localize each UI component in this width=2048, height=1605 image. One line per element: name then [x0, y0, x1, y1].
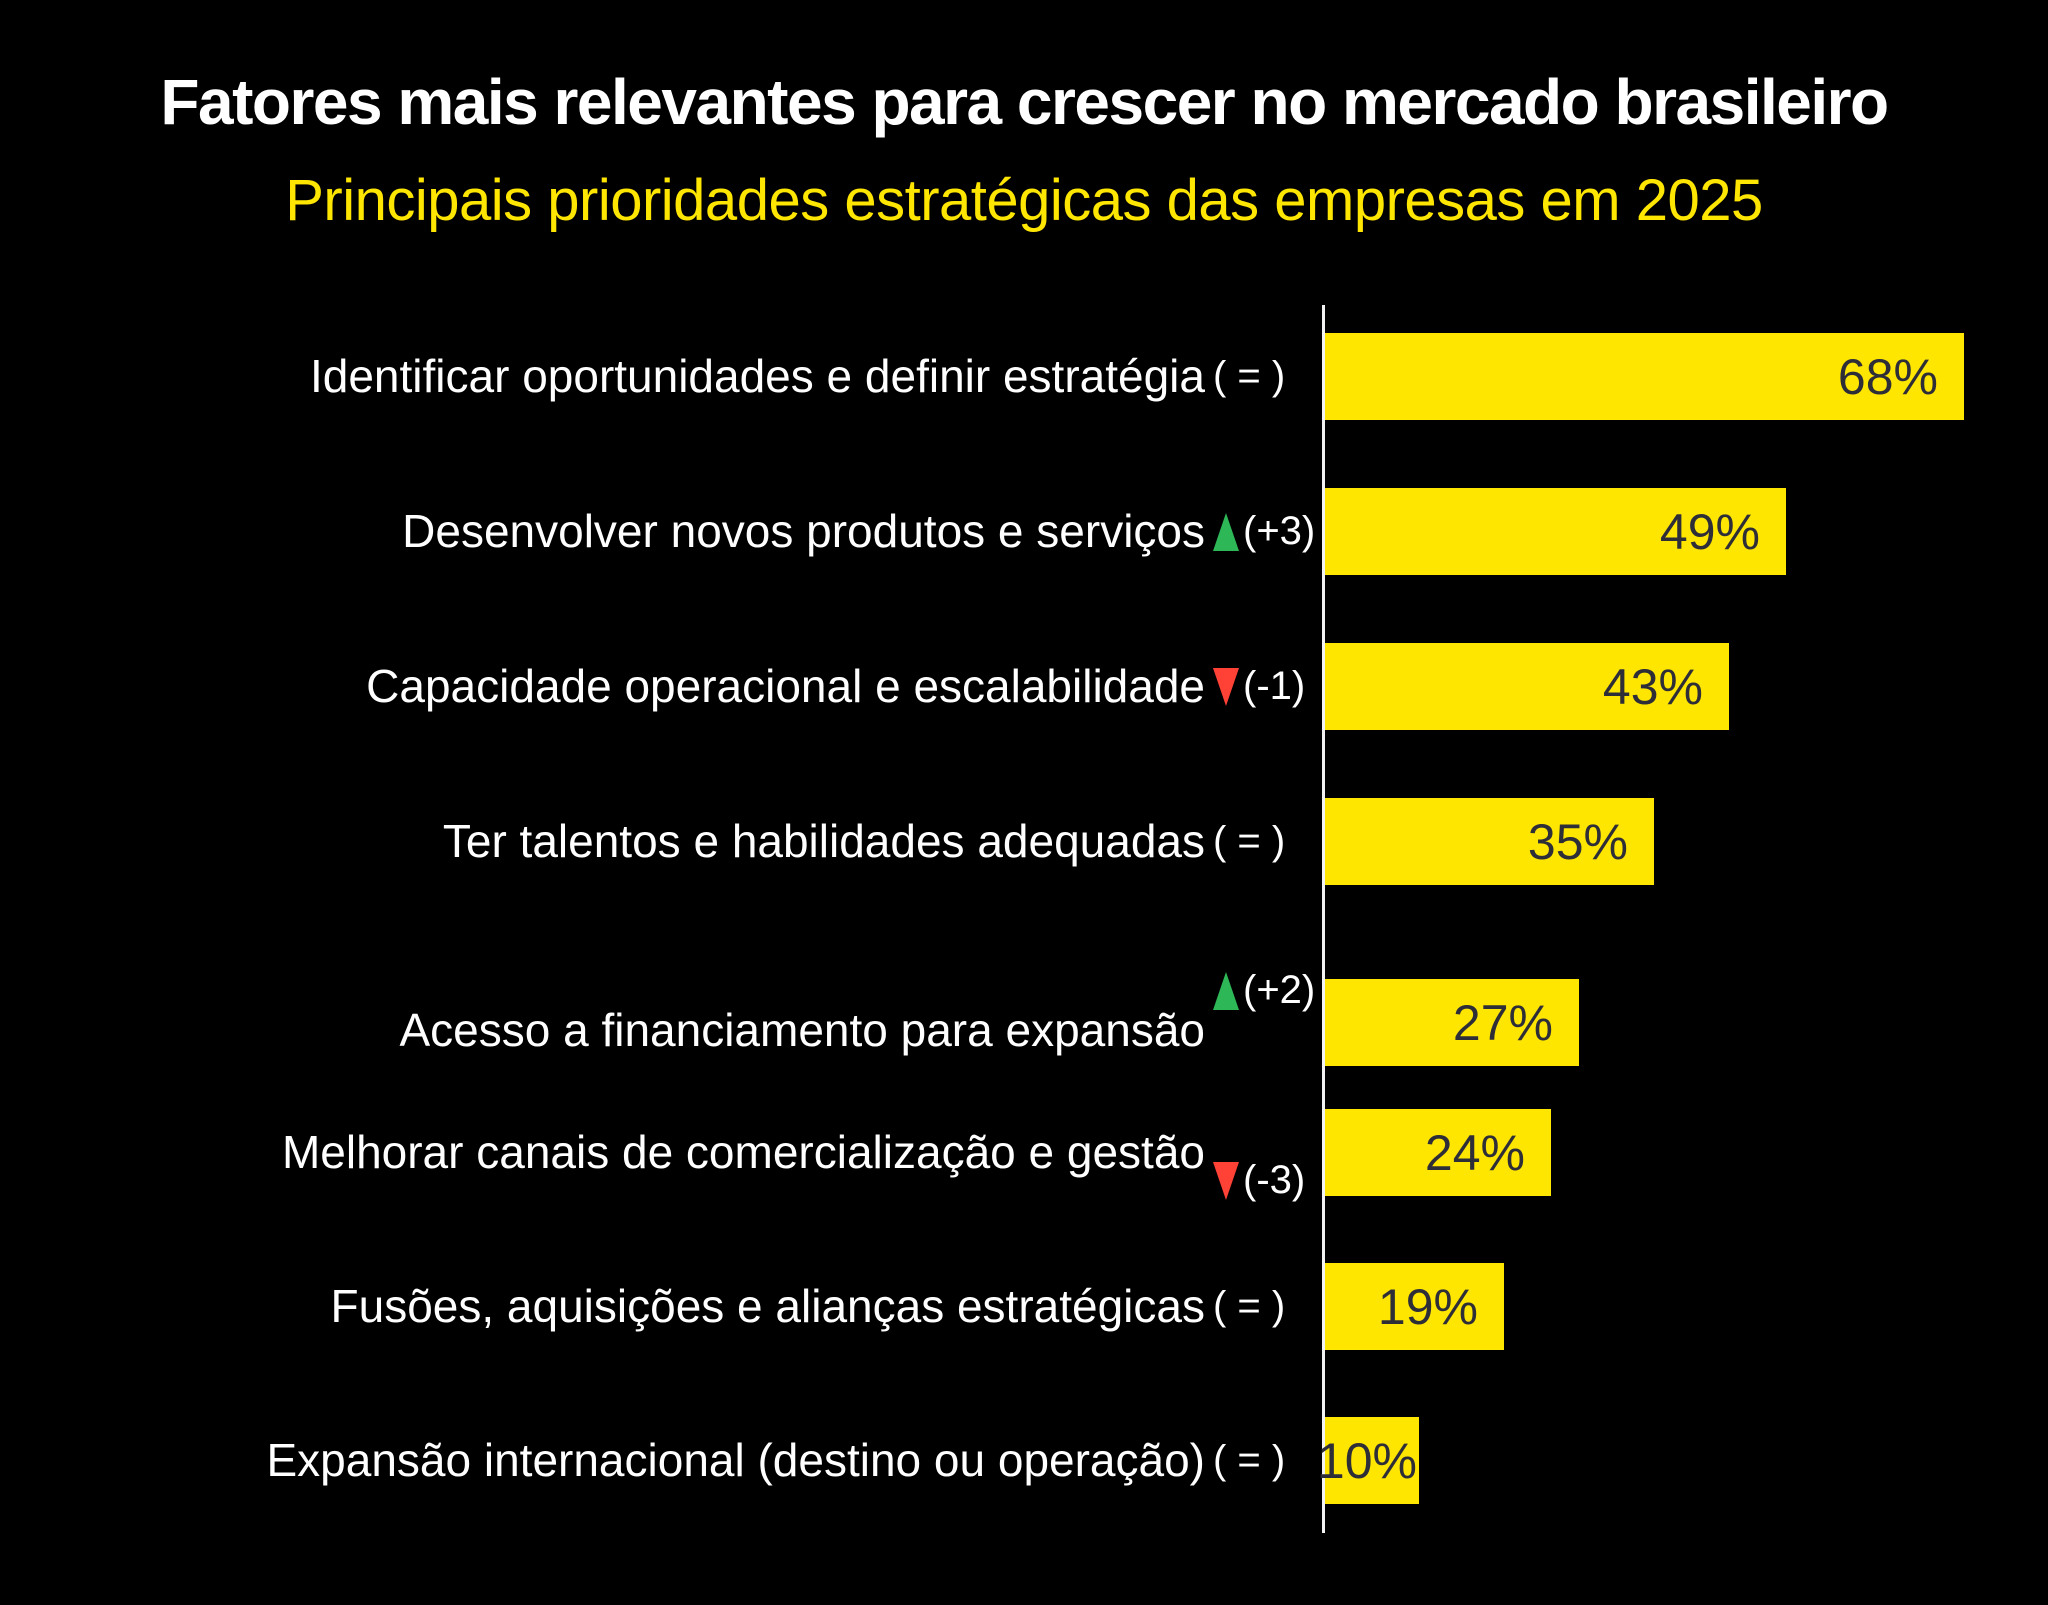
no-change-label: ( = ) [1213, 819, 1286, 863]
change-indicator: ( = ) [1213, 798, 1285, 885]
category-label: Expansão internacional (destino ou opera… [266, 1434, 1205, 1486]
bar-row: Expansão internacional (destino ou opera… [0, 1417, 2048, 1504]
bar-value: 49% [1659, 503, 1760, 560]
chart-title: Fatores mais relevantes para crescer no … [160, 66, 1889, 138]
change-indicator: (-1) [1213, 643, 1305, 730]
down-triangle-icon [1213, 1161, 1239, 1200]
bar-value: 68% [1837, 348, 1938, 405]
category-label: Capacidade operacional e escalabilidade [366, 660, 1205, 712]
category-label: Acesso a financiamento para expansão [399, 1004, 1205, 1056]
bar-row: Capacidade operacional e escalabilidade … [0, 643, 2048, 730]
change-indicator: ( = ) [1213, 333, 1285, 420]
change-label: (-3) [1243, 1158, 1306, 1202]
no-change-label: ( = ) [1213, 354, 1286, 398]
bar-value: 43% [1602, 658, 1703, 715]
bar-row: Melhorar canais de comercialização e ges… [0, 1109, 2048, 1202]
bar-value: 10% [1316, 1432, 1417, 1489]
change-label: (-1) [1243, 664, 1306, 708]
bar-value: 19% [1377, 1278, 1478, 1335]
bar-value: 24% [1424, 1124, 1525, 1181]
bar: 49% [1325, 488, 1786, 575]
change-indicator: (-3) [1213, 1137, 1305, 1224]
bar-row: Fusões, aquisições e alianças estratégic… [0, 1263, 2048, 1350]
category-label: Desenvolver novos produtos e serviços [402, 505, 1205, 557]
change-indicator: (+2) [1213, 947, 1315, 1034]
bar-row: Identificar oportunidades e definir estr… [0, 333, 2048, 420]
bar-value: 35% [1527, 813, 1628, 870]
category-label: Melhorar canais de comercialização e ges… [281, 1126, 1205, 1178]
category-label: Fusões, aquisições e alianças estratégic… [330, 1280, 1205, 1332]
up-triangle-icon [1213, 512, 1239, 551]
category-label: Identificar oportunidades e definir estr… [309, 350, 1205, 402]
change-indicator: ( = ) [1213, 1263, 1285, 1350]
bar-row: Desenvolver novos produtos e serviços (+… [0, 488, 2048, 575]
bar: 68% [1325, 333, 1964, 420]
change-indicator: ( = ) [1213, 1417, 1285, 1504]
bar-value: 27% [1452, 994, 1553, 1051]
bar: 27% [1325, 979, 1579, 1066]
category-label: Ter talentos e habilidades adequadas [442, 815, 1205, 867]
bar: 10% [1317, 1417, 1419, 1504]
change-label: (+3) [1243, 509, 1316, 553]
no-change-label: ( = ) [1213, 1284, 1286, 1328]
change-indicator: (+3) [1213, 488, 1315, 575]
bar: 24% [1325, 1109, 1551, 1196]
up-triangle-icon [1213, 971, 1239, 1010]
axis-line [1322, 305, 1325, 1533]
chart-subtitle: Principais prioridades estratégicas das … [285, 168, 1763, 233]
change-label: (+2) [1243, 968, 1316, 1012]
down-triangle-icon [1213, 667, 1239, 706]
bar-row: Ter talentos e habilidades adequadas ( =… [0, 798, 2048, 885]
bar: 43% [1325, 643, 1729, 730]
bar-row: Acesso a financiamento para expansão (+2… [0, 968, 2048, 1066]
bar: 19% [1325, 1263, 1504, 1350]
no-change-label: ( = ) [1213, 1438, 1286, 1482]
bar: 35% [1325, 798, 1654, 885]
